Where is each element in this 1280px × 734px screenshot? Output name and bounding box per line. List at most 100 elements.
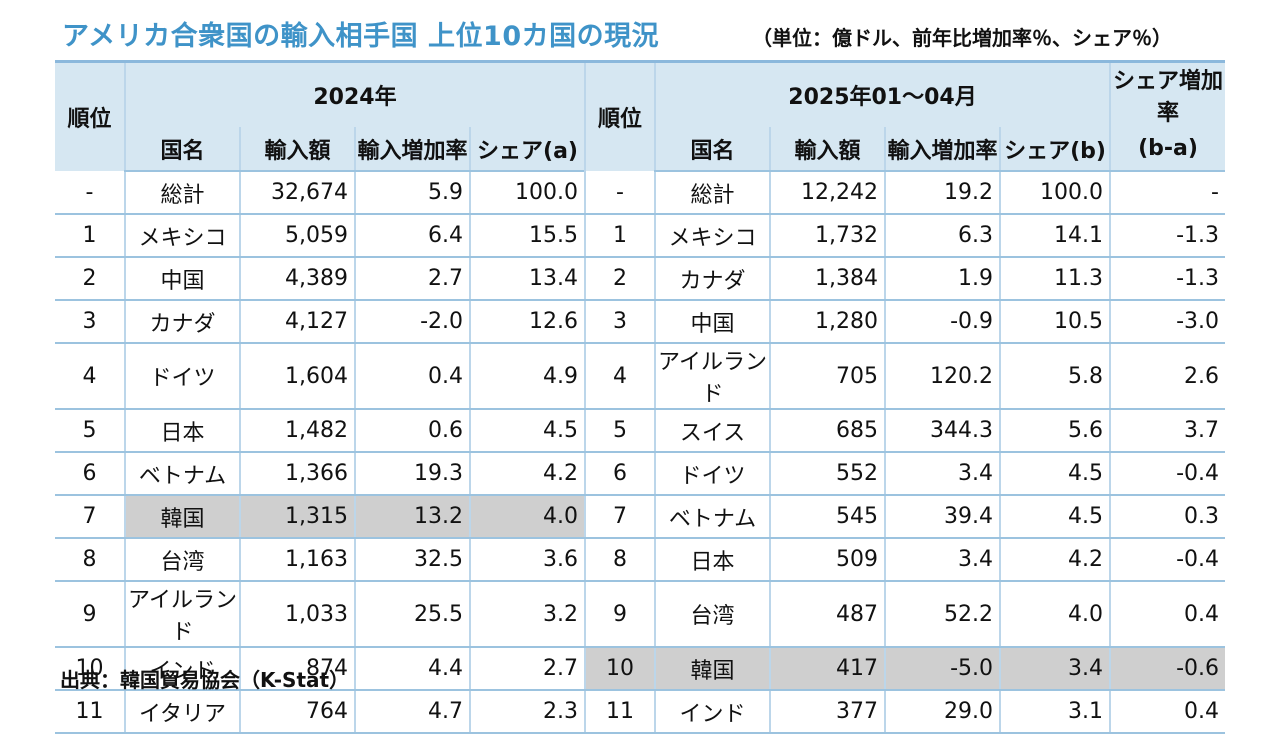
header-row-2: 国名 輸入額 輸入増加率 シェア(a) 国名 輸入額 輸入増加率 シェア(b) … [55, 127, 1225, 172]
share-a-cell: 13.4 [469, 257, 585, 301]
import-amount-2025-cell: 1,384 [769, 257, 885, 301]
import-amount-2025-cell: 552 [769, 452, 885, 496]
share-a-cell: 3.2 [469, 581, 585, 648]
share-change-cell: -0.4 [1109, 452, 1225, 496]
share-a-cell: 12.6 [469, 300, 585, 344]
growth-header-2024: 輸入増加率 [354, 127, 470, 172]
rank-2024-cell: 7 [55, 495, 125, 539]
import-amount-header-2025: 輸入額 [769, 127, 885, 172]
growth-2024-cell: 4.7 [354, 690, 470, 734]
rank-2024-cell: - [55, 171, 125, 215]
growth-2025-cell: 1.9 [884, 257, 1000, 301]
import-amount-2024-cell: 4,389 [239, 257, 355, 301]
share-change-cell: - [1109, 171, 1225, 215]
import-amount-2024-cell: 1,604 [239, 343, 355, 410]
import-amount-2025-cell: 545 [769, 495, 885, 539]
rank-2025-cell: 7 [584, 495, 655, 539]
growth-2025-cell: 39.4 [884, 495, 1000, 539]
share-change-cell: 0.4 [1109, 581, 1225, 648]
share-a-header: シェア(a) [469, 127, 585, 172]
share-a-cell: 2.3 [469, 690, 585, 734]
growth-2024-cell: 0.6 [354, 409, 470, 453]
country-2025-cell: メキシコ [654, 214, 770, 258]
table-row: 6 ベトナム 1,366 19.3 4.2 6 ドイツ 552 3.4 4.5 -0.4 [55, 452, 1225, 496]
table-row: 9 アイルランド 1,033 25.5 3.2 9 台湾 487 52.2 4.0 0.4 [55, 581, 1225, 648]
share-a-cell: 4.0 [469, 495, 585, 539]
import-amount-2025-cell: 685 [769, 409, 885, 453]
share-b-cell: 14.1 [999, 214, 1110, 258]
share-b-cell: 3.4 [999, 647, 1110, 691]
rank-header-2024: 順位 [55, 60, 125, 171]
share-change-header-bottom: (b-a) [1109, 127, 1225, 172]
table-row: 10 インド 874 4.4 2.7 10 韓国 417 -5.0 3.4 -0.6 [55, 647, 1225, 691]
growth-2024-cell: 32.5 [354, 538, 470, 582]
country-2025-cell: 日本 [654, 538, 770, 582]
growth-2024-cell: 6.4 [354, 214, 470, 258]
rank-2025-cell: 6 [584, 452, 655, 496]
country-2024-cell: イタリア [124, 690, 240, 734]
share-change-cell: -1.3 [1109, 214, 1225, 258]
table-row: 3 カナダ 4,127 -2.0 12.6 3 中国 1,280 -0.9 10.5 -3.0 [55, 300, 1225, 344]
share-change-cell: 0.3 [1109, 495, 1225, 539]
share-a-cell: 100.0 [469, 171, 585, 215]
table-row: 4 ドイツ 1,604 0.4 4.9 4 アイルランド 705 120.2 5.8 2.6 [55, 343, 1225, 410]
rank-2025-cell: 5 [584, 409, 655, 453]
import-amount-2025-cell: 12,242 [769, 171, 885, 215]
growth-2025-cell: -0.9 [884, 300, 1000, 344]
table-row: 5 日本 1,482 0.6 4.5 5 スイス 685 344.3 5.6 3.7 [55, 409, 1225, 453]
country-2025-cell: 韓国 [654, 647, 770, 691]
share-change-cell: -0.4 [1109, 538, 1225, 582]
share-a-cell: 4.2 [469, 452, 585, 496]
share-b-header: シェア(b) [999, 127, 1110, 172]
import-amount-2024-cell: 1,315 [239, 495, 355, 539]
rank-2025-cell: 11 [584, 690, 655, 734]
share-b-cell: 100.0 [999, 171, 1110, 215]
rank-header-2025: 順位 [584, 60, 655, 171]
country-2024-cell: 韓国 [124, 495, 240, 539]
share-change-cell: -1.3 [1109, 257, 1225, 301]
share-change-cell: -0.6 [1109, 647, 1225, 691]
country-2025-cell: 中国 [654, 300, 770, 344]
growth-2025-cell: 3.4 [884, 452, 1000, 496]
growth-2025-cell: 52.2 [884, 581, 1000, 648]
import-amount-2024-cell: 1,482 [239, 409, 355, 453]
import-amount-2025-cell: 1,280 [769, 300, 885, 344]
country-2024-cell: メキシコ [124, 214, 240, 258]
share-b-cell: 4.5 [999, 452, 1110, 496]
import-amount-2024-cell: 32,674 [239, 171, 355, 215]
import-amount-2024-cell: 4,127 [239, 300, 355, 344]
country-2024-cell: カナダ [124, 300, 240, 344]
period-2024-header: 2024年 [124, 60, 585, 127]
rank-2025-cell: 10 [584, 647, 655, 691]
growth-2024-cell: 19.3 [354, 452, 470, 496]
rank-2025-cell: 4 [584, 343, 655, 410]
country-2025-cell: ドイツ [654, 452, 770, 496]
growth-2025-cell: 6.3 [884, 214, 1000, 258]
country-2024-cell: 台湾 [124, 538, 240, 582]
import-amount-2024-cell: 764 [239, 690, 355, 734]
import-amount-2024-cell: 1,163 [239, 538, 355, 582]
table-row: - 総計 32,674 5.9 100.0- 総計 12,242 19.2 100.0- [55, 171, 1225, 215]
country-2024-cell: ドイツ [124, 343, 240, 410]
share-b-cell: 4.5 [999, 495, 1110, 539]
country-2025-cell: インド [654, 690, 770, 734]
rank-2024-cell: 9 [55, 581, 125, 648]
country-2025-cell: カナダ [654, 257, 770, 301]
growth-2025-cell: 19.2 [884, 171, 1000, 215]
share-a-cell: 4.9 [469, 343, 585, 410]
growth-2024-cell: 2.7 [354, 257, 470, 301]
import-amount-2025-cell: 417 [769, 647, 885, 691]
share-change-cell: -3.0 [1109, 300, 1225, 344]
rank-2024-cell: 2 [55, 257, 125, 301]
share-change-cell: 3.7 [1109, 409, 1225, 453]
import-amount-2024-cell: 1,366 [239, 452, 355, 496]
rank-2025-cell: 1 [584, 214, 655, 258]
import-partners-table: 順位 2024年 順位 2025年01～04月 シェア増加率 国名 輸入額 輸入… [55, 60, 1225, 734]
import-amount-2025-cell: 487 [769, 581, 885, 648]
rank-2024-cell: 5 [55, 409, 125, 453]
import-amount-2024-cell: 1,033 [239, 581, 355, 648]
period-2025-header: 2025年01～04月 [654, 60, 1110, 127]
import-amount-2025-cell: 705 [769, 343, 885, 410]
table-row: 7 韓国 1,315 13.2 4.0 7 ベトナム 545 39.4 4.5 0.3 [55, 495, 1225, 539]
share-b-cell: 4.2 [999, 538, 1110, 582]
